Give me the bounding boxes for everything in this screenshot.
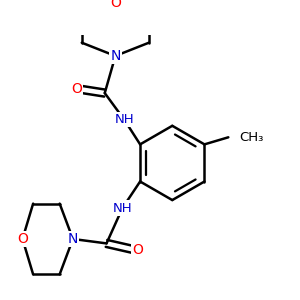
Text: NH: NH (114, 113, 134, 126)
Text: CH₃: CH₃ (239, 131, 263, 144)
Text: NH: NH (112, 202, 132, 214)
Text: O: O (17, 232, 28, 246)
Text: O: O (132, 244, 143, 257)
Text: O: O (71, 82, 82, 96)
Text: N: N (68, 232, 78, 246)
Text: N: N (110, 49, 121, 63)
Text: O: O (110, 0, 121, 10)
